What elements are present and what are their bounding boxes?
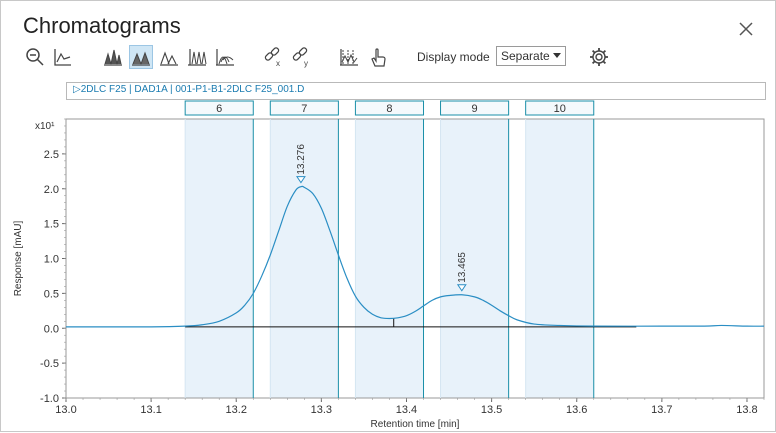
autoscale-icon[interactable] (51, 45, 75, 69)
fraction-label-box[interactable] (269, 100, 339, 116)
fraction-label-box[interactable] (354, 100, 425, 116)
y-tick-label: 1.0 (44, 254, 59, 266)
fraction-band[interactable] (440, 119, 509, 398)
stack-peaks-icon[interactable] (157, 45, 181, 69)
fraction-band[interactable] (525, 119, 594, 398)
peak-marker[interactable] (296, 176, 306, 184)
y-tick-label: -1.0 (40, 393, 59, 405)
y-tick-label: 0.0 (44, 323, 59, 335)
x-tick-label: 13.8 (736, 404, 757, 416)
zoom-out-icon[interactable] (23, 45, 47, 69)
y-tick-label: 0.5 (44, 288, 59, 300)
y-tick-label: 2.0 (44, 184, 59, 196)
peak-label: 13.276 (296, 144, 307, 175)
fraction-label: 8 (386, 103, 392, 115)
svg-text:y: y (304, 59, 308, 68)
gear-icon[interactable] (587, 45, 611, 69)
chart-header-label[interactable]: ▷2DLC F25 | DAD1A | 001-P1-B1-2DLC F25_0… (73, 84, 305, 95)
display-mode-value: Separate (501, 49, 550, 63)
y-tick-label: 2.5 (44, 149, 59, 161)
toolbar: x y Display mode Separate (23, 45, 763, 71)
x-tick-label: 13.3 (311, 404, 332, 416)
peak-label: 13.465 (457, 252, 468, 283)
x-axis-label: Retention time [min] (371, 419, 460, 430)
x-tick-label: 13.6 (566, 404, 587, 416)
x-tick-label: 13.1 (140, 404, 161, 416)
y-axis-label: Response [mAU] (13, 220, 24, 296)
fraction-label: 6 (216, 103, 222, 115)
overlay-all-icon[interactable] (101, 45, 125, 69)
chromatogram-trace[interactable] (65, 185, 765, 328)
display-mode-label: Display mode (417, 50, 490, 64)
chart-header-bar: ▷2DLC F25 | DAD1A | 001-P1-B1-2DLC F25_0… (66, 82, 766, 100)
fraction-band[interactable] (355, 119, 424, 398)
fraction-band[interactable] (185, 119, 254, 398)
fraction-label-box[interactable] (525, 100, 595, 116)
pointer-hand-icon[interactable] (365, 45, 389, 69)
stack-3d-icon[interactable] (213, 45, 237, 69)
y-multiplier: x10¹ (35, 121, 55, 132)
x-tick-label: 13.4 (396, 404, 417, 416)
fraction-band[interactable] (270, 119, 339, 398)
window-title: Chromatograms (23, 13, 181, 38)
x-tick-label: 13.2 (226, 404, 247, 416)
close-icon[interactable] (736, 19, 756, 39)
unlink-y-icon[interactable]: y (289, 45, 313, 69)
fraction-label: 10 (554, 103, 566, 115)
fractions-icon[interactable] (337, 45, 361, 69)
x-tick-label: 13.0 (55, 404, 76, 416)
separate-peaks-icon[interactable] (129, 45, 153, 69)
svg-text:x: x (276, 59, 280, 68)
y-tick-label: -0.5 (40, 358, 59, 370)
unlink-x-icon[interactable]: x (261, 45, 285, 69)
x-tick-label: 13.7 (651, 404, 672, 416)
peak-marker[interactable] (456, 284, 467, 292)
fraction-label: 7 (301, 103, 307, 115)
chevron-down-icon (553, 53, 561, 58)
fraction-label-box[interactable] (440, 100, 510, 116)
x-tick-label: 13.5 (481, 404, 502, 416)
fraction-label-box[interactable] (184, 100, 254, 116)
y-tick-label: 1.5 (44, 219, 59, 231)
display-mode-select[interactable]: Separate (496, 46, 566, 66)
fraction-label: 9 (472, 103, 478, 115)
stack-offset-icon[interactable] (185, 45, 209, 69)
